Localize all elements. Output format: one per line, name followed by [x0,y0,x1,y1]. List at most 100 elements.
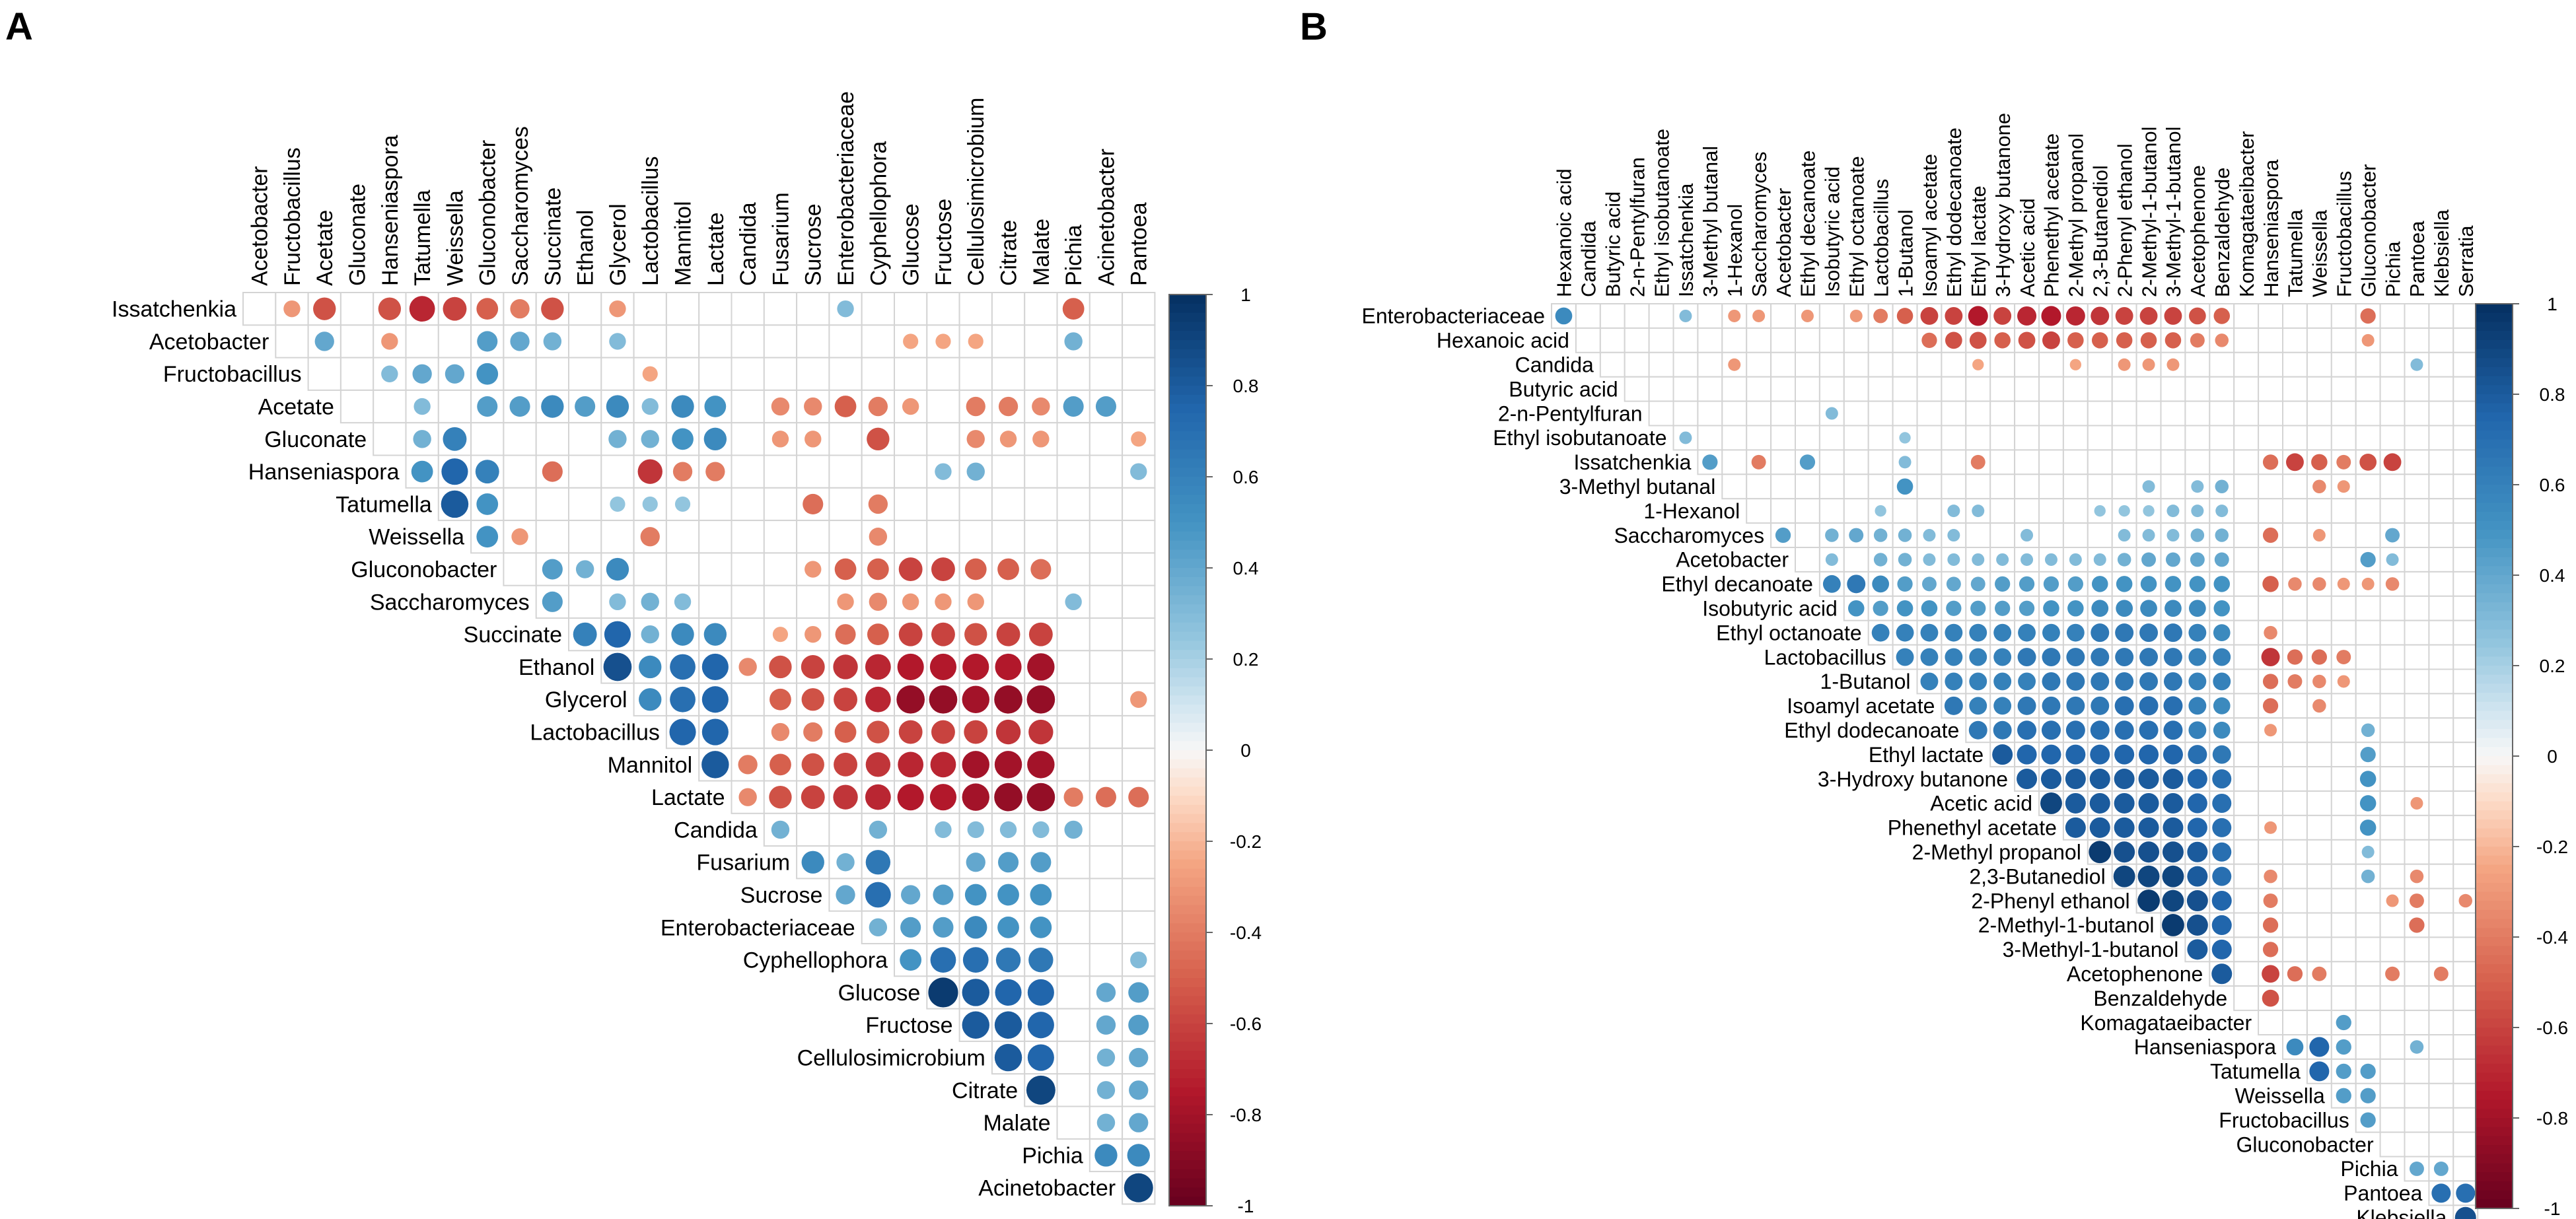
grid-cell [2428,619,2454,646]
grid-cell [1941,351,1967,378]
colorbar-tick-label: -0.8 [1230,1105,1262,1125]
grid-cell [2038,376,2064,402]
correlation-circle [606,395,629,418]
grid-cell [2428,985,2454,1012]
grid-cell [1089,552,1124,586]
row-label-pichia: Pichia [2340,1157,2398,1181]
correlation-circle [2215,479,2229,494]
column-label-weissella: Weissella [443,190,468,286]
grid-cell [1089,324,1124,359]
colorbar-segment [1169,322,1206,332]
grid-cell [1599,327,1626,353]
grid-cell [828,324,863,359]
grid-cell [568,584,602,619]
grid-cell [991,487,1026,522]
colorbar-segment [1169,786,1206,796]
correlation-circle [381,333,398,350]
grid-cell [2330,400,2357,427]
correlation-circle [2163,744,2183,765]
correlation-circle [2359,453,2377,471]
correlation-circle [2188,307,2206,325]
grid-cell [2038,522,2064,548]
correlation-circle [609,593,626,611]
grid-cell [926,357,960,391]
colorbar-segment [1169,1132,1206,1143]
grid-cell [2404,839,2430,865]
correlation-circle [641,398,659,415]
column-label-candida: Candida [1577,221,1600,297]
correlation-circle [999,821,1017,839]
grid-cell [665,520,700,554]
correlation-circle [1896,308,1914,324]
grid-cell [2452,1107,2479,1133]
grid-cell [2209,449,2235,475]
colorbar-segment [2476,1099,2513,1110]
correlation-circle [1897,576,1913,592]
column-label-2-methyl-propanol: 2-Methyl propanol [2065,133,2088,297]
grid-cell [828,487,863,522]
grid-cell [1697,303,1723,329]
grid-cell [1672,376,1699,402]
colorbar-segment [1169,1060,1206,1070]
grid-cell [2355,473,2381,500]
grid-cell [2404,619,2430,646]
correlation-circle [898,622,923,646]
grid-cell [1867,351,1894,378]
column-label-fructobacillus: Fructobacillus [2332,171,2355,297]
correlation-circle [705,462,725,481]
grid-cell [2306,327,2332,353]
correlation-circle [1752,309,1766,322]
correlation-circle [1679,309,1692,322]
grid-cell [2306,839,2332,865]
grid-cell [796,812,830,847]
correlation-circle [2262,454,2279,470]
correlation-circle [867,623,889,646]
correlation-circle [639,655,662,679]
grid-cell [2014,376,2040,402]
grid-cell [665,357,700,391]
correlation-circle [2188,623,2207,642]
correlation-circle [2213,697,2231,714]
grid-cell [2258,327,2284,353]
grid-cell [894,357,928,391]
grid-cell [2428,571,2454,597]
colorbar-segment [1169,1197,1206,1206]
grid-cell [2184,425,2211,451]
correlation-circle [1945,672,1963,691]
correlation-circle [2065,792,2086,814]
correlation-circle [801,688,824,711]
colorbar-segment [2476,1055,2513,1064]
grid-cell [2258,376,2284,402]
grid-cell [2404,1082,2430,1109]
correlation-circle [575,560,594,578]
correlation-circle [1992,744,2013,765]
correlation-circle [2287,966,2303,982]
grid-cell [2233,839,2260,865]
correlation-circle [837,300,854,318]
grid-cell [796,454,830,489]
row-label-issatchenkia: Issatchenkia [1574,450,1692,474]
grid-cell [1843,351,1869,378]
colorbar-segment [1169,1005,1206,1016]
correlation-circle [900,885,921,905]
colorbar-segment [1169,513,1206,523]
grid-cell [2452,839,2479,865]
grid-cell [2233,693,2260,719]
grid-cell [2404,522,2430,548]
correlation-circle [2409,893,2424,909]
colorbar-segment [1169,394,1206,405]
colorbar-tick-label: -1 [2544,1199,2561,1219]
grid-cell [535,422,570,456]
correlation-circle [2118,358,2131,371]
colorbar-segment [1169,1078,1206,1088]
grid-cell [698,584,733,619]
grid-cell [2038,473,2064,500]
correlation-circle [834,752,857,777]
grid-cell [2330,742,2357,768]
correlation-circle [2212,842,2232,862]
row-label-cellulosimicrobium: Cellulosimicrobium [797,1045,985,1070]
colorbar-segment [1169,413,1206,423]
correlation-circle [2069,553,2082,566]
correlation-circle [929,685,958,714]
colorbar-segment [2476,421,2513,431]
